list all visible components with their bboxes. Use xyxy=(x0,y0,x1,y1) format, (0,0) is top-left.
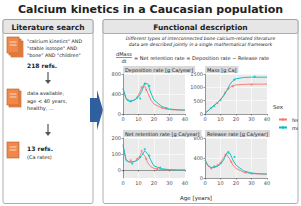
svg-text:1500: 1500 xyxy=(190,71,203,77)
svg-text:Mass [g Ca]: Mass [g Ca] xyxy=(207,67,236,74)
svg-text:100: 100 xyxy=(111,151,121,157)
svg-text:30: 30 xyxy=(248,116,254,122)
svg-text:"bone" AND "children": "bone" AND "children" xyxy=(27,53,81,58)
svg-text:40: 40 xyxy=(264,116,270,122)
svg-text:age < 40 years,: age < 40 years, xyxy=(27,98,67,105)
svg-text:0: 0 xyxy=(203,116,206,122)
svg-text:0: 0 xyxy=(121,116,124,122)
svg-text:Release rate [g Ca/year]: Release rate [g Ca/year] xyxy=(207,131,268,138)
svg-text:data are described jointly in: data are described jointly in a single m… xyxy=(129,42,273,47)
svg-text:40: 40 xyxy=(182,116,188,122)
svg-text:0: 0 xyxy=(199,111,203,117)
svg-text:800: 800 xyxy=(111,71,121,77)
svg-text:female: female xyxy=(292,117,298,123)
svg-text:Calcium kinetics in a Caucasia: Calcium kinetics in a Caucasian populati… xyxy=(18,3,283,16)
svg-text:40: 40 xyxy=(182,180,188,186)
svg-text:Different types of interconnec: Different types of interconnected bone c… xyxy=(126,36,276,41)
svg-text:0: 0 xyxy=(117,111,121,117)
svg-text:400: 400 xyxy=(111,91,121,97)
svg-text:13 refs.: 13 refs. xyxy=(27,145,53,152)
svg-text:dMass: dMass xyxy=(116,51,132,57)
svg-text:(Ca rates): (Ca rates) xyxy=(27,154,52,160)
svg-text:20: 20 xyxy=(233,116,239,122)
svg-text:healthy, ...: healthy, ... xyxy=(27,105,54,112)
svg-text:218 refs.: 218 refs. xyxy=(27,62,57,69)
svg-text:500: 500 xyxy=(193,98,203,104)
svg-text:800: 800 xyxy=(193,135,203,141)
svg-text:Deposition rate [g Ca/year]: Deposition rate [g Ca/year] xyxy=(125,67,193,74)
svg-text:dt: dt xyxy=(121,58,126,64)
svg-text:30: 30 xyxy=(166,180,172,186)
svg-text:0: 0 xyxy=(118,167,121,173)
svg-text:20: 20 xyxy=(151,116,157,122)
svg-text:10: 10 xyxy=(217,180,223,186)
svg-text:20: 20 xyxy=(151,180,157,186)
svg-text:400: 400 xyxy=(193,155,203,161)
svg-text:0: 0 xyxy=(121,180,124,186)
svg-text:"stable isotope" AND: "stable isotope" AND xyxy=(27,46,78,51)
svg-text:40: 40 xyxy=(264,180,270,186)
svg-text:10: 10 xyxy=(217,116,223,122)
svg-text:30: 30 xyxy=(248,180,254,186)
svg-text:Literature search: Literature search xyxy=(11,23,84,32)
svg-text:Functional description: Functional description xyxy=(153,23,247,32)
svg-text:male: male xyxy=(292,125,298,131)
svg-text:Age [years]: Age [years] xyxy=(180,195,212,202)
svg-text:1000: 1000 xyxy=(190,84,203,90)
svg-text:0: 0 xyxy=(199,175,203,181)
svg-text:30: 30 xyxy=(166,116,172,122)
svg-text:10: 10 xyxy=(135,116,141,122)
svg-text:20: 20 xyxy=(233,180,239,186)
svg-text:Sex: Sex xyxy=(273,104,284,110)
svg-text:= Net retention rate = Deposit: = Net retention rate = Deposition rate −… xyxy=(134,55,269,62)
svg-text:data available,: data available, xyxy=(27,90,64,96)
svg-text:200: 200 xyxy=(111,135,121,141)
svg-text:"calcium kinetics" AND: "calcium kinetics" AND xyxy=(27,39,82,44)
svg-text:0: 0 xyxy=(203,180,206,186)
svg-text:10: 10 xyxy=(135,180,141,186)
svg-text:Net retention rate [g Ca/year]: Net retention rate [g Ca/year] xyxy=(125,131,200,138)
